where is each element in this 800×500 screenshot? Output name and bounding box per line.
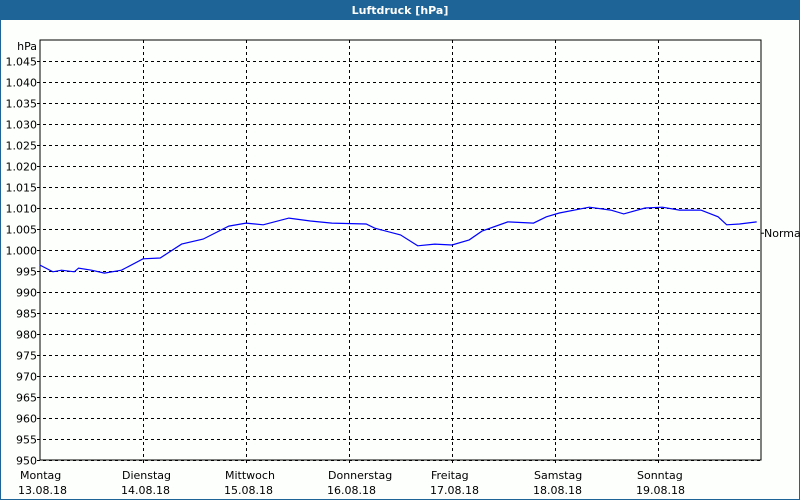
y-tick-label: 1.005: [6, 224, 38, 237]
x-tick-date: 15.08.18: [224, 484, 273, 497]
y-tick-label: 1.010: [6, 203, 38, 216]
y-tick-label: 1.045: [6, 56, 38, 69]
x-tick-date: 13.08.18: [18, 484, 67, 497]
y-tick-label: 965: [16, 392, 37, 405]
chart-title: Luftdruck [hPa]: [0, 0, 800, 20]
x-tick-day: Sonntag: [637, 469, 683, 482]
y-tick-label: 960: [16, 413, 37, 426]
x-tick-day: Mittwoch: [225, 469, 275, 482]
y-tick-label: 1.000: [6, 245, 38, 258]
x-tick-date: 18.08.18: [533, 484, 582, 497]
normal-reference: Normal: [761, 227, 800, 240]
x-tick-day: Montag: [20, 469, 61, 482]
y-tick-label: 955: [16, 434, 37, 447]
x-tick-day: Freitag: [431, 469, 469, 482]
x-tick-day: Donnerstag: [328, 469, 392, 482]
y-tick-label: 985: [16, 308, 37, 321]
pressure-line: [39, 206, 757, 274]
y-axis-label: hPa: [17, 40, 37, 53]
y-tick-label: 1.035: [6, 98, 38, 111]
normal-label: Normal: [764, 227, 800, 240]
x-tick-date: 16.08.18: [327, 484, 376, 497]
x-tick-day: Samstag: [534, 469, 582, 482]
x-axis: Montag 13.08.18 Dienstag 14.08.18 Mittwoch 15…: [18, 469, 685, 497]
x-tick-date: 14.08.18: [121, 484, 170, 497]
y-axis: 950 955 960 965 970 975 980 985 990 995 1.000 1.005…: [6, 56, 38, 468]
y-tick-label: 1.030: [6, 119, 38, 132]
y-tick-label: 975: [16, 350, 37, 363]
x-tick-day: Dienstag: [122, 469, 171, 482]
y-tick-label: 1.015: [6, 182, 38, 195]
x-tick-date: 19.08.18: [636, 484, 685, 497]
x-tick-date: 17.08.18: [430, 484, 479, 497]
grid: [37, 40, 761, 463]
y-tick-label: 980: [16, 329, 37, 342]
y-tick-label: 995: [16, 266, 37, 279]
y-tick-label: 950: [16, 455, 37, 468]
series-group: [39, 206, 757, 274]
y-tick-label: 1.040: [6, 77, 38, 90]
y-tick-label: 990: [16, 287, 37, 300]
y-tick-label: 1.020: [6, 161, 38, 174]
y-tick-label: 1.025: [6, 140, 38, 153]
y-tick-label: 970: [16, 371, 37, 384]
plot-border: [39, 39, 762, 461]
